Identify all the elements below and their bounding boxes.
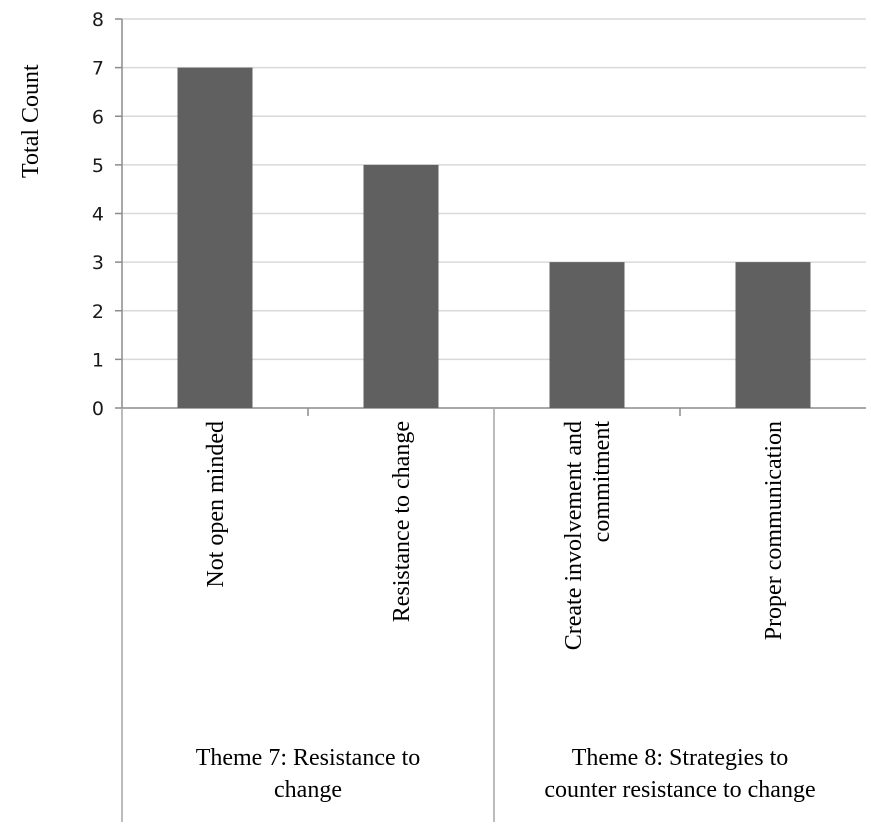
y-tick-label: 0	[92, 398, 104, 420]
x-category-label: Not open minded	[203, 421, 229, 588]
x-category-label-line: Proper communication	[761, 421, 787, 640]
group-label-line: Theme 7: Resistance to	[196, 745, 421, 771]
x-category-label-line: Create involvement and	[561, 421, 587, 650]
group-labels: Theme 7: Resistance to change Theme 8: Str…	[196, 745, 816, 803]
y-tick-label: 2	[92, 301, 104, 323]
y-tick-label: 5	[92, 155, 104, 177]
y-axis-label: Total Count	[18, 64, 44, 178]
x-category-label-line: commitment	[589, 421, 615, 543]
x-category-label-line: Resistance to change	[389, 421, 415, 622]
y-tick-label: 8	[92, 9, 104, 31]
bar	[363, 164, 439, 408]
bars	[177, 67, 811, 408]
group-label-line: Theme 8: Strategies to	[572, 745, 789, 771]
x-category-label-line: Not open minded	[203, 421, 229, 588]
y-tick-label: 3	[92, 252, 104, 274]
bar	[735, 262, 811, 408]
group-label: Theme 7: Resistance to change	[196, 745, 421, 803]
x-category-label: Resistance to change	[389, 421, 415, 622]
y-tick-labels: 0 1 2 3 4 5 6 7 8	[92, 9, 104, 420]
bar	[177, 67, 253, 408]
bar	[549, 262, 625, 408]
y-tick-label: 7	[92, 58, 104, 80]
y-tick-label: 6	[92, 106, 104, 128]
group-label: Theme 8: Strategies to counter resistance…	[544, 745, 815, 803]
y-tick-label: 4	[92, 204, 104, 226]
group-label-line: change	[274, 777, 342, 803]
x-category-label: Create involvement andcommitment	[561, 421, 615, 651]
group-label-line: counter resistance to change	[544, 777, 815, 803]
y-tick-label: 1	[92, 349, 104, 371]
x-category-labels: Not open minded Resistance to change Creat…	[203, 421, 787, 651]
x-category-label: Proper communication	[761, 421, 787, 640]
